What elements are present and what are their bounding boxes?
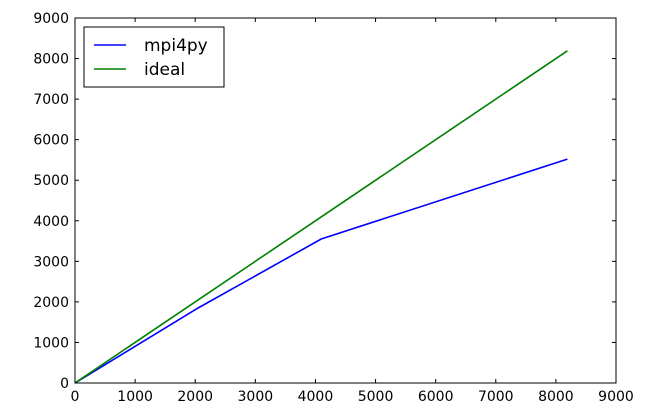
series-line-mpi4py <box>74 158 568 384</box>
x-tick-label: 1000 <box>117 389 153 405</box>
plot-frame <box>74 17 617 384</box>
x-tick-label: 7000 <box>478 389 514 405</box>
x-tick-label: 8000 <box>538 389 574 405</box>
y-tick-label: 4000 <box>33 214 69 230</box>
y-tick-label: 3000 <box>33 254 69 270</box>
x-tick-label: 5000 <box>358 389 394 405</box>
y-tick-label: 1000 <box>33 335 69 351</box>
y-tick-label: 0 <box>60 376 69 392</box>
y-tick-label: 5000 <box>33 173 69 189</box>
y-axis-ticks: 0 1000 2000 3000 4000 5000 6000 7000 8000 9000 <box>33 11 616 392</box>
y-tick-label: 9000 <box>33 11 69 27</box>
x-tick-label: 9000 <box>598 389 634 405</box>
x-tick-label: 6000 <box>418 389 454 405</box>
x-tick-label: 4000 <box>298 389 334 405</box>
y-tick-label: 2000 <box>33 295 69 311</box>
legend: mpi4py ideal <box>83 26 225 88</box>
legend-label: ideal <box>144 60 185 80</box>
series-line-ideal <box>74 50 568 384</box>
series-lines <box>74 50 568 384</box>
y-tick-label: 8000 <box>33 52 69 68</box>
y-tick-label: 6000 <box>33 133 69 149</box>
legend-box <box>83 26 225 88</box>
y-tick-label: 7000 <box>33 92 69 108</box>
x-axis-ticks: 0 1000 2000 3000 4000 5000 6000 7000 8000 9000 <box>71 18 634 405</box>
x-tick-label: 2000 <box>177 389 213 405</box>
x-tick-label: 0 <box>71 389 80 405</box>
legend-label: mpi4py <box>144 36 208 56</box>
x-tick-label: 3000 <box>238 389 274 405</box>
